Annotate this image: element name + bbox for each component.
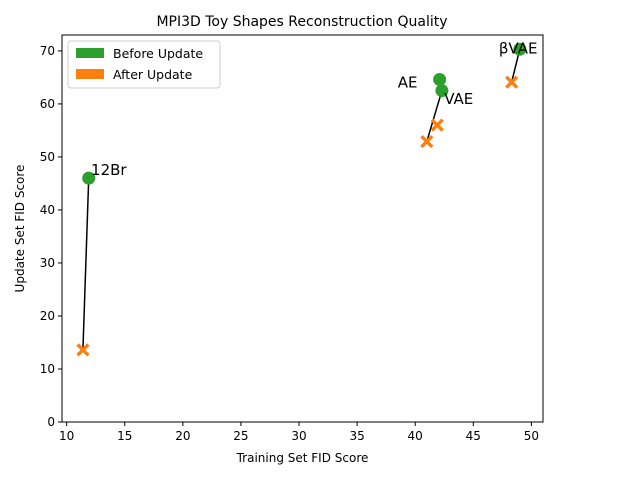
plot-frame [61, 34, 544, 423]
legend: Before Update After Update [67, 40, 221, 89]
x-tick-label: 10 [59, 429, 74, 443]
legend-box [67, 40, 221, 89]
point-annotation: VAE [444, 90, 473, 108]
y-tick-label: 20 [40, 309, 55, 323]
y-tick-label: 70 [40, 44, 55, 58]
x-tick-label: 45 [466, 429, 481, 443]
y-tick-label: 0 [47, 415, 55, 429]
x-tick-label: 30 [291, 429, 306, 443]
y-axis-label: Update Set FID Score [13, 165, 27, 293]
after-update-point [430, 118, 444, 132]
legend-label: Before Update [113, 46, 203, 61]
x-axis-label: Training Set FID Score [236, 451, 369, 465]
x-tick-label: 35 [349, 429, 364, 443]
y-tick-label: 30 [40, 256, 55, 270]
y-tick-label: 50 [40, 150, 55, 164]
after-update-point [505, 75, 519, 89]
before-update-point [513, 42, 527, 56]
after-update-point [76, 343, 90, 357]
x-tick-label: 40 [408, 429, 423, 443]
before-update-point [435, 84, 449, 98]
before-update-point [82, 171, 96, 185]
connector-line [426, 90, 443, 142]
point-annotation: 12Br [91, 161, 127, 179]
point-annotation: AE [398, 73, 418, 91]
legend-swatch [76, 48, 104, 58]
x-tick-label: 15 [117, 429, 132, 443]
y-tick-label: 60 [40, 97, 55, 111]
before-update-point [433, 73, 447, 87]
legend-swatch [76, 69, 104, 79]
x-tick-label: 50 [524, 429, 539, 443]
y-tick-label: 40 [40, 203, 55, 217]
x-tick-label: 20 [175, 429, 190, 443]
connector-line [82, 178, 90, 350]
chart-title: MPI3D Toy Shapes Reconstruction Quality [156, 14, 447, 30]
legend-label: After Update [113, 67, 193, 82]
point-annotation: βVAE [499, 40, 538, 58]
x-tick-label: 25 [233, 429, 248, 443]
after-update-point [420, 134, 434, 149]
y-tick-label: 10 [40, 362, 55, 376]
